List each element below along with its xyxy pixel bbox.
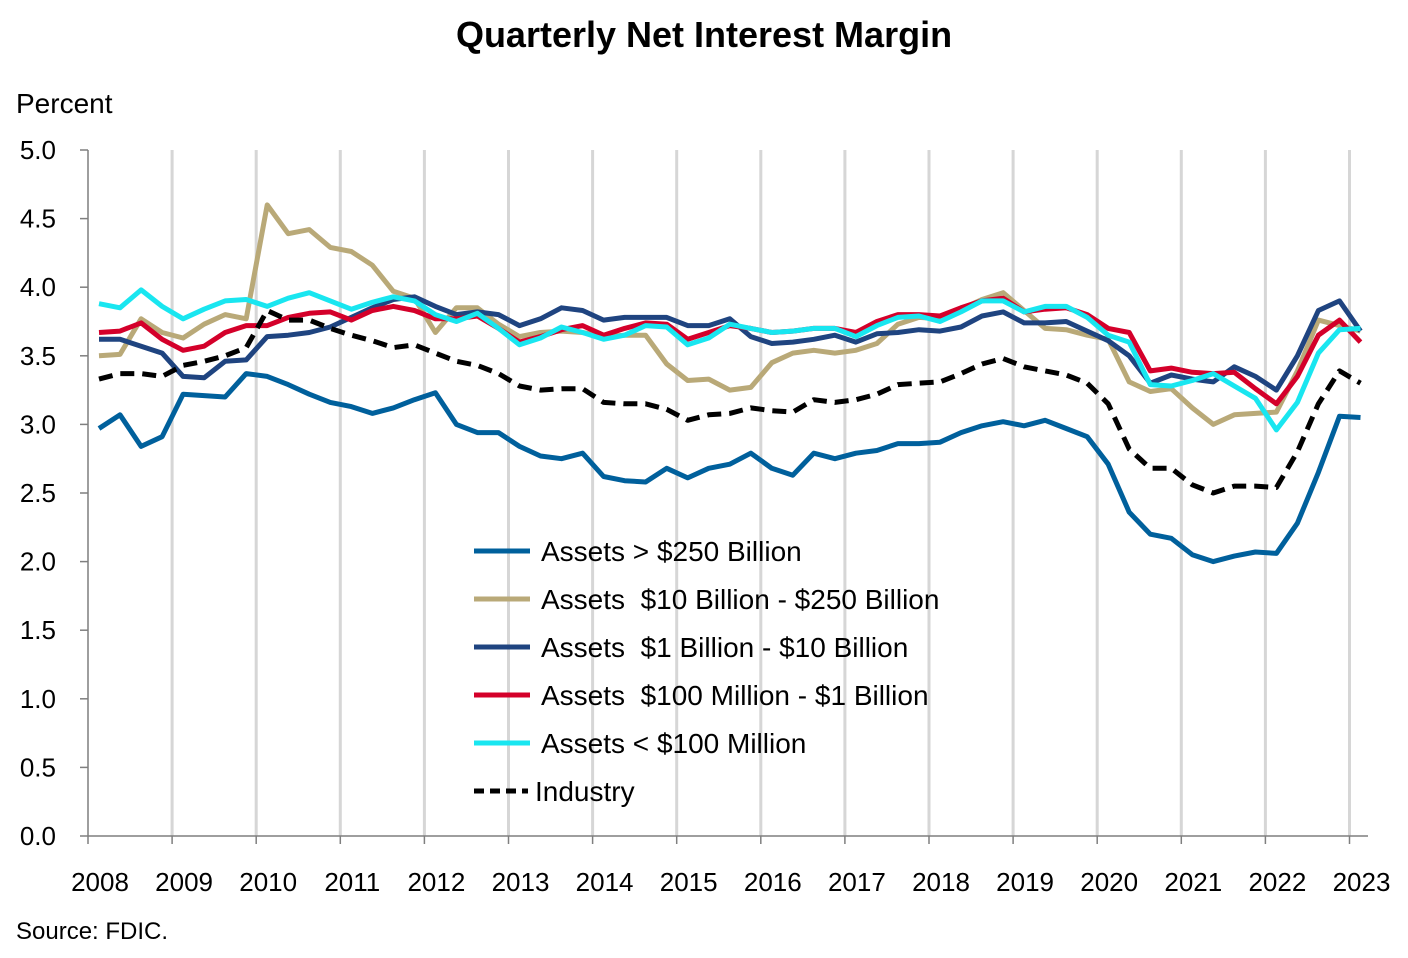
y-tick-label: 3.5 <box>20 341 56 371</box>
series-line-2 <box>99 294 1363 393</box>
y-tick-label: 0.5 <box>20 752 56 782</box>
x-tick-label: 2011 <box>324 867 380 897</box>
series-line-5 <box>98 308 1362 496</box>
x-tick-label: 2021 <box>1164 867 1222 897</box>
y-tick-label: 2.5 <box>20 478 56 508</box>
legend-label: Assets < $100 Million <box>541 728 806 759</box>
x-tick-label: 2020 <box>1080 867 1138 897</box>
legend-label: Assets $100 Million - $1 Billion <box>541 680 929 711</box>
y-tick-label: 3.0 <box>20 409 56 439</box>
series-line-1 <box>98 202 1362 427</box>
y-tick-label: 4.5 <box>20 204 56 234</box>
x-tick-label: 2018 <box>912 867 970 897</box>
x-tick-label: 2010 <box>239 867 297 897</box>
y-tick-label: 1.0 <box>20 684 56 714</box>
x-tick-label: 2013 <box>492 867 550 897</box>
legend-label: Assets $10 Billion - $250 Billion <box>541 584 939 615</box>
y-axis-label: Percent <box>16 88 113 119</box>
x-tick-label: 2022 <box>1248 867 1306 897</box>
y-tick-label: 5.0 <box>20 135 56 165</box>
series-line-4 <box>98 287 1361 433</box>
series-line-0 <box>97 371 1361 565</box>
y-tick-label: 4.0 <box>20 272 56 302</box>
chart-title: Quarterly Net Interest Margin <box>455 14 953 55</box>
x-tick-label: 2008 <box>71 867 129 897</box>
x-tick-label: 2014 <box>576 867 634 897</box>
x-tick-label: 2009 <box>155 867 213 897</box>
legend-label: Industry <box>535 776 635 807</box>
x-tick-label: 2017 <box>828 867 886 897</box>
x-tick-label: 2023 <box>1333 867 1391 897</box>
legend-label: Assets $1 Billion - $10 Billion <box>541 632 908 663</box>
y-tick-label: 0.0 <box>20 821 56 851</box>
source-note: Source: FDIC. <box>16 918 169 945</box>
x-tick-label: 2012 <box>407 867 465 897</box>
x-tick-label: 2015 <box>660 867 718 897</box>
y-tick-label: 2.0 <box>20 547 56 577</box>
x-tick-label: 2016 <box>744 867 802 897</box>
y-tick-label: 1.5 <box>20 615 56 645</box>
legend-label: Assets > $250 Billion <box>541 536 802 567</box>
x-tick-label: 2019 <box>996 867 1054 897</box>
